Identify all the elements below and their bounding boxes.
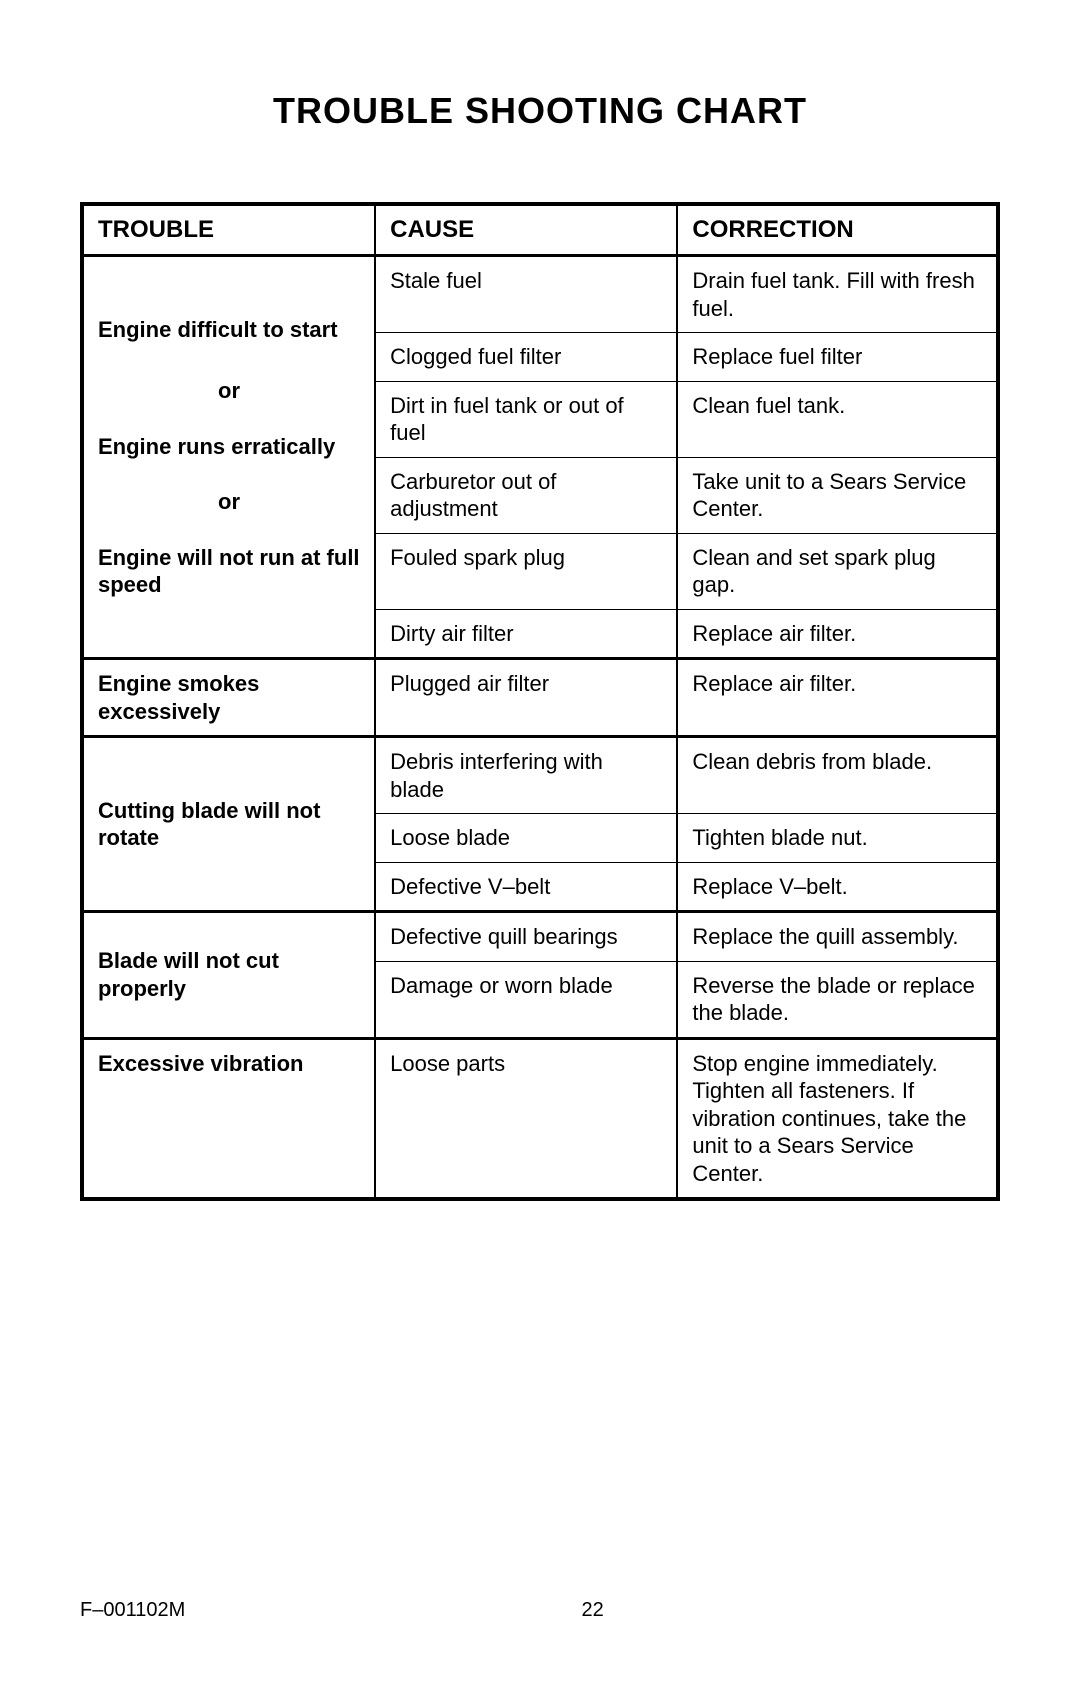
correction-cell: Tighten blade nut. (677, 814, 998, 863)
trouble-or: or (98, 377, 360, 405)
trouble-cell: Engine difficult to start or Engine runs e… (82, 256, 375, 659)
cause-cell: Debris interfering with blade (375, 737, 677, 814)
table-header: TROUBLE CAUSE CORRECTION (82, 204, 998, 256)
correction-cell: Clean debris from blade. (677, 737, 998, 814)
trouble-text: Cutting blade will not rotate (98, 797, 360, 852)
cause-cell: Loose blade (375, 814, 677, 863)
col-header-trouble: TROUBLE (82, 204, 375, 256)
correction-cell: Clean fuel tank. (677, 381, 998, 457)
trouble-text: Blade will not cut properly (98, 947, 360, 1002)
cause-cell: Defective V–belt (375, 862, 677, 912)
cause-cell: Loose parts (375, 1038, 677, 1199)
troubleshooting-table: TROUBLE CAUSE CORRECTION Engine difficul… (80, 202, 1000, 1201)
cause-cell: Carburetor out of adjustment (375, 457, 677, 533)
trouble-cell: Cutting blade will not rotate (82, 737, 375, 912)
page-title: TROUBLE SHOOTING CHART (80, 90, 1000, 132)
table-body: Engine difficult to start or Engine runs e… (82, 256, 998, 1200)
trouble-text: Engine runs erratically (98, 433, 360, 461)
cause-cell: Stale fuel (375, 256, 677, 333)
trouble-cell: Excessive vibration (82, 1038, 375, 1199)
doc-id: F–001102M (80, 1599, 185, 1622)
correction-cell: Replace air filter. (677, 659, 998, 737)
table-row: Engine difficult to startorEngine runs e… (82, 256, 998, 333)
cause-cell: Fouled spark plug (375, 533, 677, 609)
correction-cell: Replace the quill assembly. (677, 912, 998, 962)
cause-cell: Defective quill bearings (375, 912, 677, 962)
correction-cell: Replace air filter. (677, 609, 998, 659)
trouble-text: Engine will not run at full speed (98, 544, 360, 599)
page-number: 22 (80, 1599, 1000, 1622)
correction-cell: Take unit to a Sears Service Center. (677, 457, 998, 533)
table-row: Engine smokes excessively Plugged air fil… (82, 659, 998, 737)
correction-cell: Reverse the blade or replace the blade. (677, 961, 998, 1038)
cause-cell: Damage or worn blade (375, 961, 677, 1038)
table-row: Cutting blade will not rotateDebris inte… (82, 737, 998, 814)
correction-cell: Replace fuel filter (677, 333, 998, 382)
col-header-cause: CAUSE (375, 204, 677, 256)
trouble-text: Engine difficult to start (98, 316, 360, 344)
trouble-text: Excessive vibration (98, 1050, 360, 1078)
page: TROUBLE SHOOTING CHART TROUBLE CAUSE COR… (0, 0, 1080, 1682)
correction-cell: Replace V–belt. (677, 862, 998, 912)
correction-cell: Stop engine immediately. Tighten all fas… (677, 1038, 998, 1199)
col-header-correction: CORRECTION (677, 204, 998, 256)
cause-cell: Dirt in fuel tank or out of fuel (375, 381, 677, 457)
trouble-or: or (98, 488, 360, 516)
trouble-cell: Blade will not cut properly (82, 912, 375, 1039)
correction-cell: Drain fuel tank. Fill with fresh fuel. (677, 256, 998, 333)
trouble-cell: Engine smokes excessively (82, 659, 375, 737)
correction-cell: Clean and set spark plug gap. (677, 533, 998, 609)
table-row: Excessive vibration Loose partsStop engin… (82, 1038, 998, 1199)
trouble-text: Engine smokes excessively (98, 670, 360, 725)
table-row: Blade will not cut properlyDefective qui… (82, 912, 998, 962)
page-footer: F–001102M 22 (80, 1599, 1000, 1622)
cause-cell: Dirty air filter (375, 609, 677, 659)
cause-cell: Plugged air filter (375, 659, 677, 737)
cause-cell: Clogged fuel filter (375, 333, 677, 382)
